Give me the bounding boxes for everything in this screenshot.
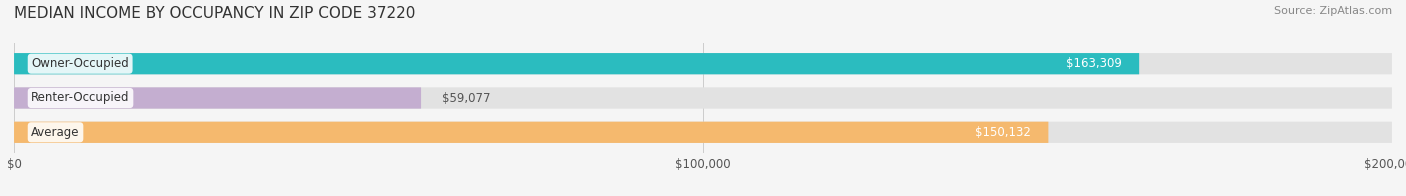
FancyBboxPatch shape: [14, 122, 1392, 143]
FancyBboxPatch shape: [14, 53, 1139, 74]
Text: $59,077: $59,077: [441, 92, 491, 104]
FancyBboxPatch shape: [14, 87, 420, 109]
Text: $163,309: $163,309: [1066, 57, 1122, 70]
FancyBboxPatch shape: [14, 53, 1392, 74]
Text: Owner-Occupied: Owner-Occupied: [31, 57, 129, 70]
Text: MEDIAN INCOME BY OCCUPANCY IN ZIP CODE 37220: MEDIAN INCOME BY OCCUPANCY IN ZIP CODE 3…: [14, 6, 415, 21]
FancyBboxPatch shape: [14, 87, 1392, 109]
Text: Renter-Occupied: Renter-Occupied: [31, 92, 129, 104]
Text: Source: ZipAtlas.com: Source: ZipAtlas.com: [1274, 6, 1392, 16]
Text: $150,132: $150,132: [976, 126, 1031, 139]
FancyBboxPatch shape: [14, 122, 1049, 143]
Text: Average: Average: [31, 126, 80, 139]
